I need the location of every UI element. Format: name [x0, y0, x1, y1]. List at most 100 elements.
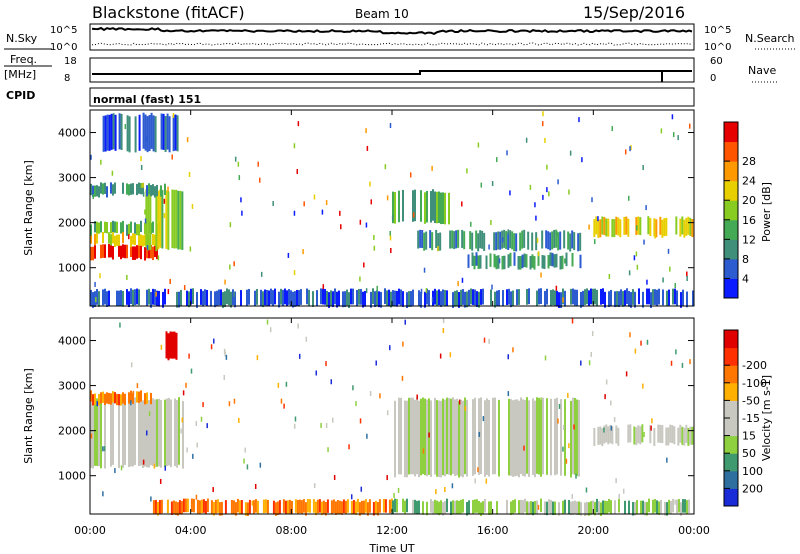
- scatter-cell: [466, 399, 468, 477]
- scatter-cell: [264, 289, 266, 306]
- scatter-cell: [551, 231, 554, 250]
- scatter-cell: [248, 288, 250, 305]
- scatter-cell: [514, 399, 516, 477]
- scatter-cell: [322, 500, 325, 515]
- scatter-cell: [94, 221, 96, 233]
- noise-left-label: N.Sky: [6, 32, 38, 45]
- scatter-cell: [232, 289, 234, 306]
- scatter-cell: [590, 351, 593, 357]
- scatter-cell: [642, 291, 644, 308]
- scatter-cell: [365, 128, 367, 134]
- scatter-cell: [210, 344, 213, 350]
- scatter-cell: [401, 375, 404, 381]
- scatter-cell: [526, 501, 528, 515]
- scatter-cell: [103, 446, 106, 452]
- scatter-cell: [146, 289, 148, 306]
- scatter-cell: [163, 198, 166, 204]
- scatter-cell: [472, 399, 474, 476]
- scatter-cell: [262, 291, 264, 308]
- scatter-cell: [416, 500, 418, 515]
- x-axis: 00:00 04:00 08:00 12:00 16:00 20:00 00:00: [74, 110, 710, 537]
- scatter-cell: [454, 399, 456, 477]
- scatter-cell: [152, 246, 154, 261]
- scatter-cell: [106, 392, 108, 404]
- scatter-cell: [138, 289, 140, 306]
- scatter-cell: [458, 500, 460, 515]
- scatter-cell: [479, 230, 482, 249]
- scatter-cell: [112, 220, 114, 233]
- scatter-cell: [525, 254, 528, 268]
- scatter-cell: [507, 254, 510, 268]
- scatter-cell: [540, 272, 542, 278]
- scatter-cell: [278, 500, 281, 514]
- scatter-cell: [285, 381, 288, 387]
- scatter-cell: [633, 255, 636, 261]
- scatter-cell: [148, 288, 150, 305]
- scatter-cell: [471, 232, 474, 251]
- colorbar-tick-label: -200: [742, 359, 767, 372]
- scatter-cell: [580, 291, 582, 308]
- scatter-cell: [120, 222, 122, 234]
- scatter-cell: [513, 233, 516, 252]
- scatter-cell: [384, 164, 387, 170]
- scatter-cell: [264, 499, 267, 513]
- scatter-cell: [613, 219, 616, 238]
- scatter-cell: [632, 289, 634, 305]
- scatter-cell: [617, 217, 620, 236]
- scatter-cell: [538, 288, 540, 305]
- scatter-cell: [94, 291, 96, 307]
- scatter-cell: [597, 216, 599, 222]
- scatter-cell: [282, 289, 284, 306]
- scatter-cell: [169, 331, 172, 359]
- scatter-cell: [406, 292, 408, 308]
- scatter-cell: [92, 185, 94, 197]
- scatter-cell: [444, 487, 446, 493]
- scatter-cell: [256, 500, 259, 515]
- scatter-cell: [452, 397, 454, 474]
- scatter-cell: [430, 499, 432, 513]
- colorbar-tick-label: -100: [742, 377, 767, 390]
- scatter-cell: [102, 244, 104, 258]
- scatter-cell: [287, 252, 290, 258]
- scatter-cell: [136, 391, 138, 403]
- scatter-cell: [166, 113, 169, 150]
- scatter-cell: [243, 458, 245, 464]
- scatter-cell: [376, 285, 378, 291]
- scatter-cell: [92, 194, 94, 200]
- scatter-cell: [685, 424, 688, 443]
- scatter-cell: [485, 478, 488, 484]
- scatter-cell: [325, 200, 328, 206]
- scatter-cell: [442, 502, 444, 516]
- scatter-cell: [308, 289, 310, 306]
- scatter-cell: [124, 397, 126, 465]
- scatter-cell: [330, 290, 332, 307]
- scatter-cell: [656, 289, 658, 306]
- scatter-cell: [619, 219, 622, 238]
- scatter-cell: [370, 291, 372, 308]
- scatter-cell: [354, 501, 357, 515]
- scatter-cell: [362, 500, 365, 515]
- scatter-cell: [260, 289, 262, 306]
- scatter-cell: [483, 337, 486, 343]
- scatter-cell: [112, 391, 114, 403]
- scatter-cell: [232, 500, 235, 514]
- scatter-cell: [294, 416, 297, 422]
- scatter-cell: [499, 231, 502, 250]
- scatter-cell: [120, 465, 123, 471]
- scatter-cell: [386, 195, 389, 201]
- scatter-cell: [328, 292, 330, 308]
- scatter-cell: [464, 291, 466, 308]
- scatter-cell: [402, 189, 404, 222]
- scatter-cell: [148, 114, 151, 152]
- scatter-cell: [272, 201, 274, 207]
- scatter-cell: [152, 398, 154, 466]
- scatter-cell: [200, 289, 202, 305]
- scatter-cell: [680, 292, 682, 308]
- scatter-cell: [569, 233, 572, 252]
- scatter-cell: [142, 182, 144, 188]
- noise-right-label: N.Search: [745, 32, 795, 45]
- scatter-cell: [428, 432, 430, 438]
- scatter-cell: [402, 291, 404, 307]
- scatter-cell: [509, 190, 511, 196]
- scatter-cell: [532, 501, 534, 516]
